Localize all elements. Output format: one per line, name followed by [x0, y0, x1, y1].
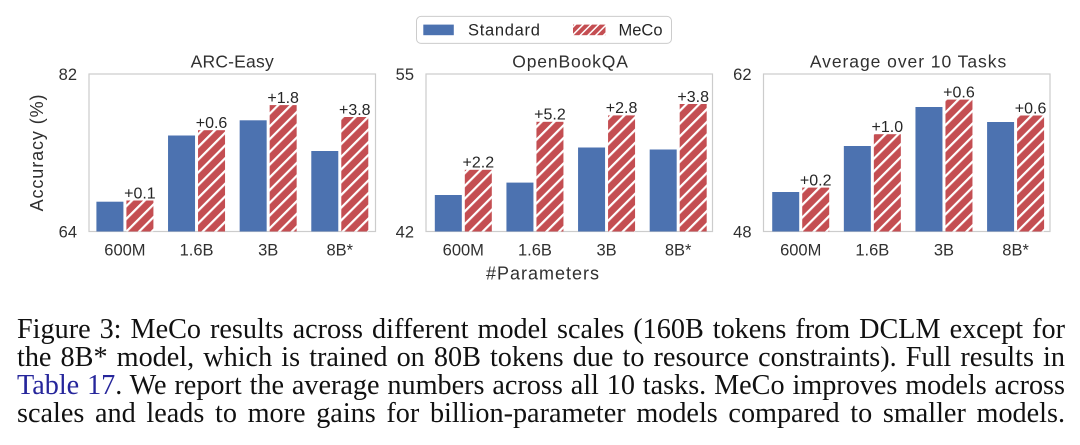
- svg-text:82: 82: [59, 66, 77, 84]
- svg-text:+3.8: +3.8: [339, 102, 371, 119]
- svg-text:Average over 10 Tasks: Average over 10 Tasks: [810, 52, 1007, 72]
- svg-text:8B*: 8B*: [665, 242, 692, 260]
- svg-text:600M: 600M: [780, 242, 821, 260]
- svg-text:MeCo: MeCo: [619, 21, 663, 39]
- svg-text:64: 64: [59, 224, 77, 242]
- svg-text:+0.6: +0.6: [196, 115, 228, 132]
- svg-text:42: 42: [396, 224, 414, 242]
- svg-text:ARC-Easy: ARC-Easy: [191, 52, 274, 72]
- svg-text:8B*: 8B*: [326, 242, 353, 260]
- svg-text:55: 55: [396, 66, 414, 84]
- svg-text:3B: 3B: [596, 242, 616, 260]
- svg-text:Accuracy (%): Accuracy (%): [27, 94, 47, 212]
- svg-text:62: 62: [733, 66, 751, 84]
- svg-text:1.6B: 1.6B: [180, 242, 214, 260]
- svg-text:600M: 600M: [104, 242, 145, 260]
- svg-text:8B*: 8B*: [1002, 242, 1029, 260]
- svg-text:+0.2: +0.2: [800, 172, 832, 189]
- svg-text:+1.8: +1.8: [267, 90, 299, 107]
- svg-text:+3.8: +3.8: [677, 89, 709, 106]
- svg-text:3B: 3B: [934, 242, 954, 260]
- svg-text:+0.1: +0.1: [124, 185, 156, 202]
- svg-text:3B: 3B: [258, 242, 278, 260]
- svg-text:Standard: Standard: [468, 21, 541, 39]
- svg-text:#Parameters: #Parameters: [486, 264, 600, 284]
- svg-text:48: 48: [733, 224, 751, 242]
- svg-text:600M: 600M: [443, 242, 484, 260]
- svg-text:1.6B: 1.6B: [518, 242, 552, 260]
- svg-text:+2.2: +2.2: [463, 155, 495, 172]
- svg-text:1.6B: 1.6B: [855, 242, 889, 260]
- svg-text:+0.6: +0.6: [1015, 100, 1047, 117]
- svg-text:OpenBookQA: OpenBookQA: [512, 52, 628, 72]
- svg-text:+1.0: +1.0: [872, 119, 904, 136]
- svg-text:+2.8: +2.8: [606, 100, 638, 117]
- svg-text:+5.2: +5.2: [534, 107, 566, 124]
- svg-text:+0.6: +0.6: [943, 84, 975, 101]
